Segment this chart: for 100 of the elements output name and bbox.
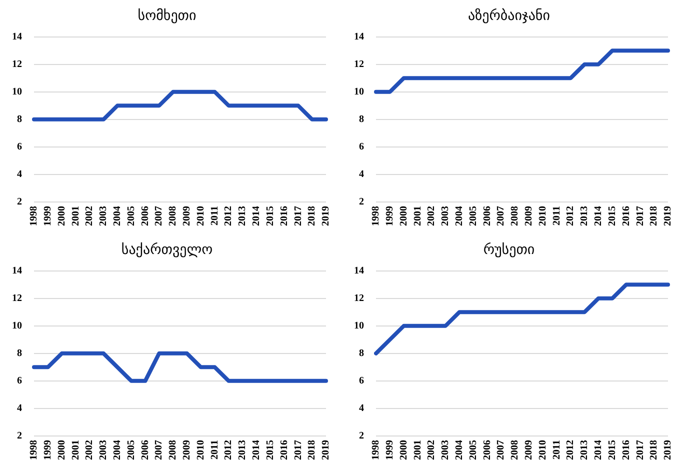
x-tick-label: 2019	[320, 206, 332, 226]
y-tick-label: 2	[359, 196, 364, 208]
y-tick-label: 4	[359, 169, 364, 180]
x-tick-label: 1998	[370, 440, 382, 460]
x-tick-label: 2005	[468, 206, 479, 226]
y-tick-label: 12	[354, 58, 364, 70]
x-tick-label: 2010	[195, 206, 206, 226]
y-tick-label: 14	[354, 265, 364, 276]
chart-title: სომხეთი	[138, 8, 196, 24]
x-tick-label: 2006	[140, 440, 151, 460]
y-tick-label: 10	[354, 86, 364, 98]
x-tick-label: 2000	[56, 206, 68, 226]
y-tick-label: 8	[17, 348, 22, 359]
x-tick-label: 1998	[28, 206, 40, 226]
y-tick-label: 6	[17, 376, 22, 387]
x-tick-label: 2009	[524, 440, 535, 460]
x-tick-label: 2001	[412, 440, 424, 460]
x-tick-label: 2007	[154, 440, 165, 460]
x-tick-label: 2011	[209, 206, 220, 226]
x-tick-label: 2006	[140, 206, 151, 226]
chart-title: რუსეთი	[483, 242, 535, 258]
x-tick-label: 2016	[278, 440, 290, 460]
y-tick-label: 8	[359, 114, 364, 125]
y-tick-label: 12	[12, 58, 22, 70]
x-tick-label: 2008	[168, 440, 179, 460]
x-tick-label: 2008	[510, 206, 521, 226]
y-tick-label: 4	[17, 403, 22, 414]
y-tick-label: 10	[12, 86, 22, 98]
x-tick-label: 2004	[454, 440, 466, 460]
x-tick-label: 2007	[154, 206, 165, 226]
y-tick-label: 10	[12, 320, 22, 332]
x-tick-label: 1999	[42, 440, 54, 460]
y-tick-label: 12	[354, 292, 364, 304]
x-tick-label: 2012	[565, 206, 576, 226]
x-tick-label: 2002	[426, 206, 438, 226]
x-tick-label: 2001	[70, 440, 82, 460]
x-tick-label: 2005	[126, 440, 137, 460]
x-tick-label: 2016	[278, 206, 290, 226]
x-tick-label: 2005	[468, 440, 479, 460]
x-tick-label: 2001	[412, 206, 424, 226]
x-tick-label: 2003	[440, 440, 452, 460]
x-tick-label: 2013	[237, 440, 248, 460]
chart-title: საქართველო	[121, 242, 213, 258]
x-tick-label: 2005	[126, 206, 137, 226]
x-tick-label: 2018	[648, 440, 660, 460]
y-tick-label: 2	[17, 196, 22, 208]
y-tick-label: 4	[359, 403, 364, 414]
x-tick-label: 2013	[579, 440, 590, 460]
x-tick-label: 2015	[264, 206, 276, 226]
x-tick-label: 2000	[398, 206, 410, 226]
x-tick-label: 2008	[510, 440, 521, 460]
x-tick-label: 2018	[306, 440, 318, 460]
x-tick-label: 2000	[56, 440, 68, 460]
x-tick-label: 2002	[426, 440, 438, 460]
x-tick-label: 2012	[223, 440, 234, 460]
x-tick-label: 2006	[482, 440, 493, 460]
x-tick-label: 2003	[440, 206, 452, 226]
x-tick-label: 2004	[112, 206, 124, 226]
x-tick-label: 2018	[648, 206, 660, 226]
y-tick-label: 8	[17, 114, 22, 125]
x-tick-label: 2003	[98, 440, 110, 460]
x-tick-label: 2019	[662, 440, 674, 460]
x-tick-label: 2002	[84, 440, 96, 460]
y-tick-label: 14	[354, 31, 364, 42]
x-tick-label: 2016	[620, 440, 632, 460]
x-tick-label: 2004	[454, 206, 466, 226]
x-tick-label: 2011	[551, 440, 562, 460]
x-tick-label: 2010	[537, 206, 548, 226]
y-tick-label: 6	[359, 376, 364, 387]
x-tick-label: 2014	[251, 440, 262, 460]
x-tick-label: 2015	[606, 440, 618, 460]
y-tick-label: 4	[17, 169, 22, 180]
y-tick-label: 6	[359, 142, 364, 153]
y-tick-label: 10	[354, 320, 364, 332]
y-tick-label: 6	[17, 142, 22, 153]
x-tick-label: 2011	[209, 440, 220, 460]
x-tick-label: 2007	[496, 206, 507, 226]
x-tick-label: 2008	[168, 206, 179, 226]
x-tick-label: 2006	[482, 206, 493, 226]
x-tick-label: 2010	[537, 440, 548, 460]
x-tick-label: 2014	[593, 440, 604, 460]
chart-title: აზერბაიჯანი	[468, 8, 550, 24]
x-tick-label: 1999	[384, 206, 396, 226]
x-tick-label: 2003	[98, 206, 110, 226]
x-tick-label: 2009	[524, 206, 535, 226]
x-tick-label: 2014	[593, 206, 604, 226]
y-tick-label: 12	[12, 292, 22, 304]
x-tick-label: 2017	[634, 440, 646, 460]
x-tick-label: 2009	[182, 440, 193, 460]
x-tick-label: 1999	[384, 440, 396, 460]
x-tick-label: 2017	[292, 440, 304, 460]
y-tick-label: 2	[359, 430, 364, 442]
x-tick-label: 2017	[292, 206, 304, 226]
x-tick-label: 2000	[398, 440, 410, 460]
y-tick-label: 8	[359, 348, 364, 359]
y-tick-label: 2	[17, 430, 22, 442]
x-tick-label: 2012	[565, 440, 576, 460]
x-tick-label: 1998	[28, 440, 40, 460]
x-tick-label: 2015	[606, 206, 618, 226]
x-tick-label: 2015	[264, 440, 276, 460]
